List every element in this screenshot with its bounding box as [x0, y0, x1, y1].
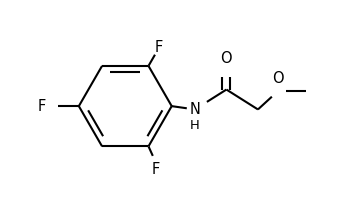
Text: O: O — [221, 51, 232, 66]
Text: F: F — [38, 99, 46, 114]
Text: O: O — [272, 71, 284, 86]
Text: F: F — [151, 162, 159, 177]
Text: H: H — [190, 119, 200, 132]
Text: F: F — [155, 40, 163, 55]
Text: N: N — [189, 102, 201, 117]
